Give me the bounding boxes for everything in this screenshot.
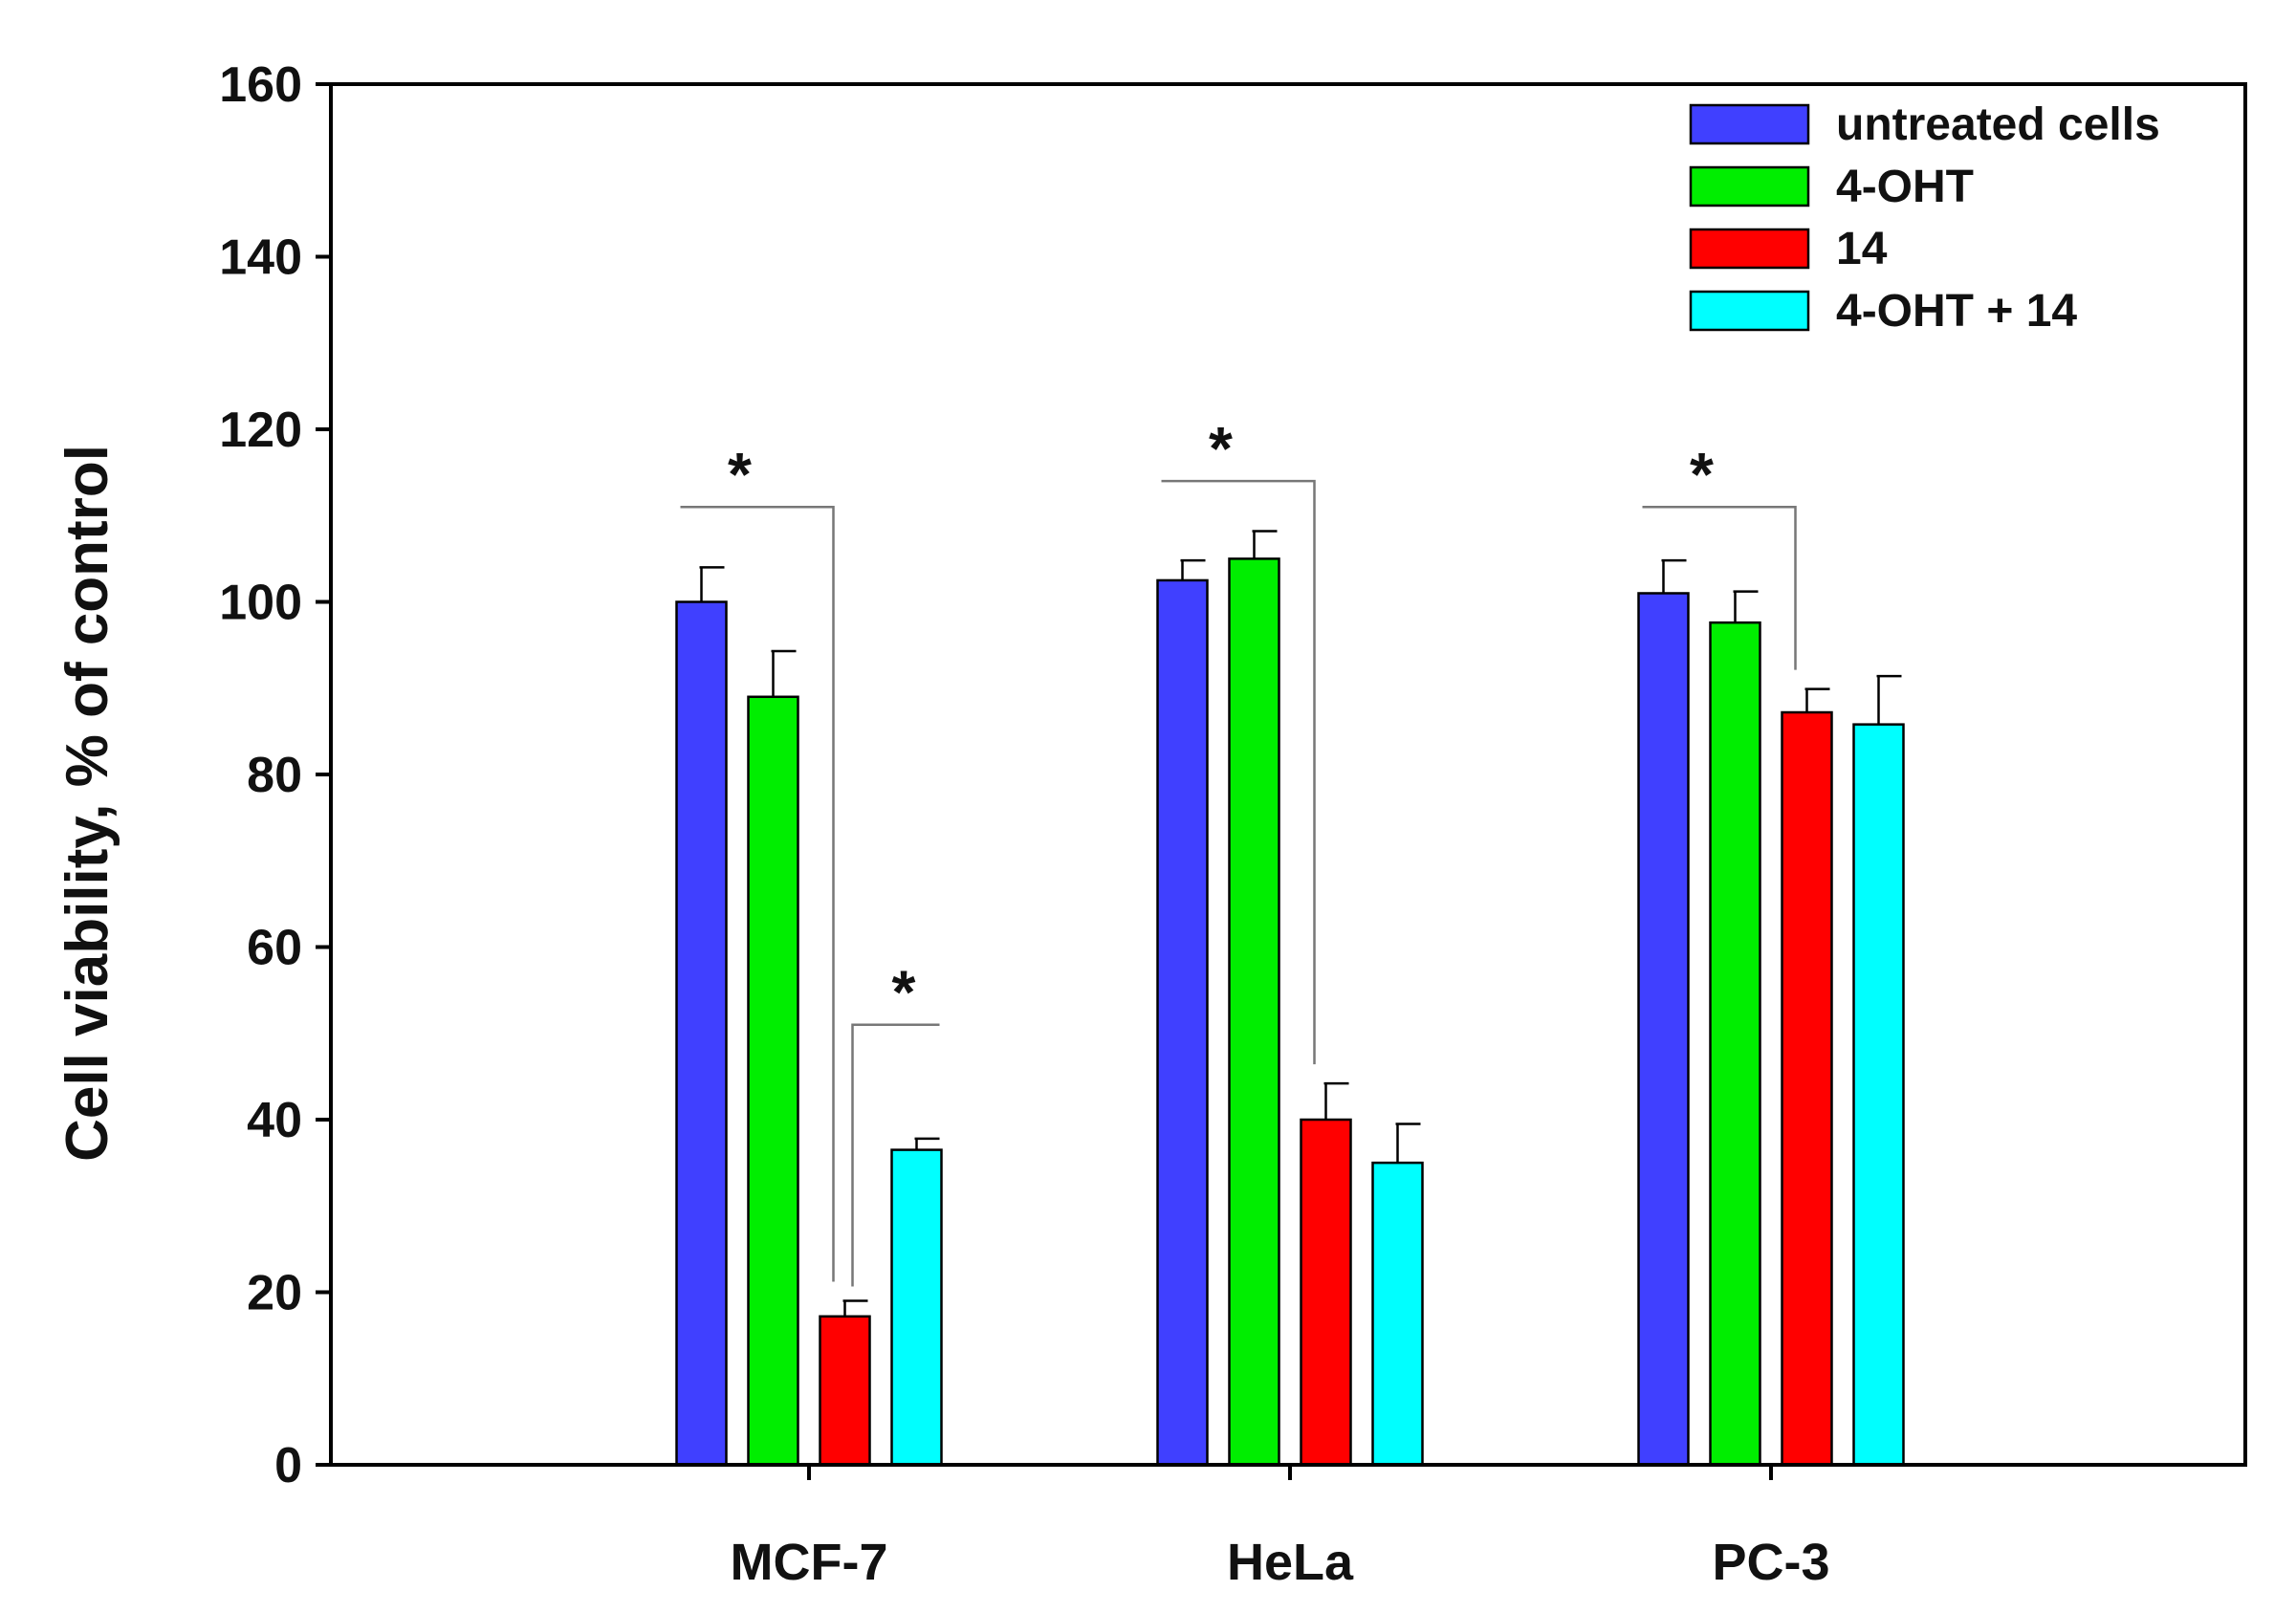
significance-bracket	[1642, 505, 1797, 670]
bar	[1852, 723, 1905, 1467]
bar	[1228, 557, 1280, 1467]
legend-label: 14	[1836, 224, 1888, 274]
bar	[1156, 578, 1209, 1467]
bar	[1709, 621, 1761, 1467]
y-tick-label: 0	[274, 1438, 302, 1493]
significance-star: *	[1209, 414, 1233, 483]
significance-bracket	[1161, 479, 1316, 1065]
bar	[1637, 592, 1690, 1467]
x-axis: MCF-7 HeLa PC-3	[731, 1465, 1830, 1591]
y-axis-title: Cell viability, % of control	[55, 445, 120, 1162]
x-category-label: HeLa	[1227, 1534, 1354, 1591]
y-tick-label: 100	[219, 576, 302, 631]
significance-star: *	[892, 958, 916, 1027]
legend-label: 4-OHT + 14	[1836, 286, 2077, 337]
significance-star: *	[1690, 440, 1714, 509]
legend-swatch	[1689, 228, 1810, 270]
bar	[747, 695, 799, 1467]
legend: untreated cells 4-OHT 14 4-OHT + 14	[1689, 99, 2160, 337]
y-tick-label: 140	[219, 230, 302, 286]
bar	[819, 1315, 871, 1467]
legend-label: 4-OHT	[1836, 162, 1974, 212]
plot-frame	[329, 82, 2247, 1467]
y-axis: 0 20 40 60 80 100 120 140 160	[219, 57, 331, 1493]
significance-bracket	[680, 505, 835, 1282]
bar	[675, 600, 728, 1467]
error-bars	[699, 530, 1902, 1317]
significance-bracket	[851, 1023, 940, 1287]
y-tick-label: 20	[247, 1266, 302, 1321]
bar	[1300, 1118, 1352, 1467]
y-tick-label: 80	[247, 748, 302, 803]
bars	[675, 557, 1905, 1467]
bar	[1781, 710, 1833, 1467]
y-tick-label: 60	[247, 921, 302, 976]
legend-label: untreated cells	[1836, 99, 2160, 150]
significance-annotations: * * * *	[680, 414, 1797, 1287]
y-tick-label: 160	[219, 57, 302, 113]
legend-swatch	[1689, 290, 1810, 332]
y-tick-label: 120	[219, 403, 302, 458]
significance-star: *	[728, 440, 752, 509]
bar	[1371, 1161, 1424, 1467]
bar	[890, 1148, 943, 1467]
y-tick-label: 40	[247, 1093, 302, 1148]
x-category-label: MCF-7	[731, 1534, 888, 1591]
legend-swatch	[1689, 103, 1810, 145]
legend-swatch	[1689, 165, 1810, 207]
x-category-label: PC-3	[1712, 1534, 1829, 1591]
